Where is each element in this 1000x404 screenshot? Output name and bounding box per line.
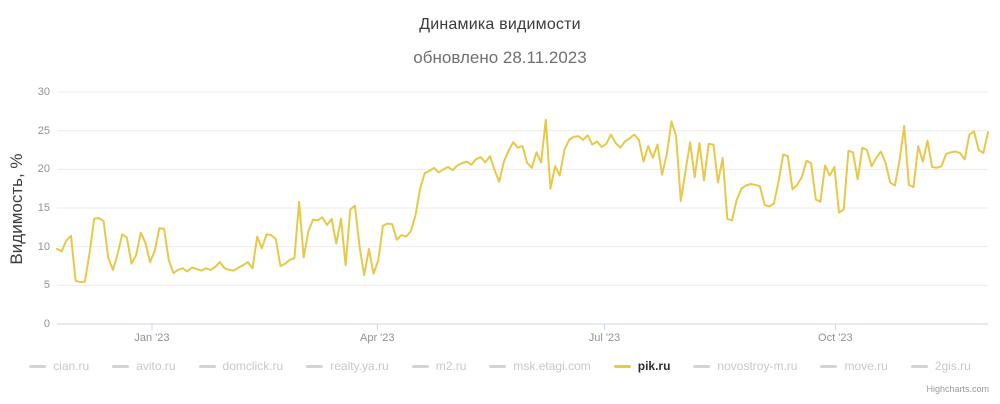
legend-line-marker-icon: [489, 364, 507, 368]
legend-line-marker-icon: [411, 364, 429, 368]
x-axis-tick-label: Jul '23: [588, 332, 621, 344]
legend-item-domclick-ru[interactable]: domclick.ru: [198, 359, 284, 373]
legend-item-pik-ru[interactable]: pik.ru: [613, 359, 671, 373]
legend-line-marker-icon: [29, 364, 47, 368]
x-axis: [57, 323, 988, 330]
legend-line-marker-icon: [910, 364, 928, 368]
y-axis-tick-label: 5: [43, 279, 50, 292]
legend-line-marker-icon: [613, 364, 631, 368]
legend-item-cian-ru[interactable]: cian.ru: [29, 359, 89, 373]
legend-item-label: move.ru: [844, 359, 888, 373]
legend-item-avito-ru[interactable]: avito.ru: [112, 359, 176, 373]
legend-line-marker-icon: [112, 364, 130, 368]
y-axis-tick-label: 0: [43, 318, 50, 330]
chart-subtitle: обновлено 28.11.2023: [413, 48, 587, 67]
legend: cian.ru avito.ru domclick.ru realty.ya.r…: [0, 359, 1000, 373]
chart-title: Динамика видимости: [419, 16, 581, 33]
y-axis-tick-label: 25: [37, 124, 50, 137]
y-axis-tick-label: 20: [37, 163, 50, 176]
y-axis-tick-label: 10: [37, 240, 50, 253]
gridlines: [57, 91, 988, 286]
legend-item-label: cian.ru: [53, 359, 90, 373]
legend-item-label: 2gis.ru: [934, 359, 971, 373]
legend-line-marker-icon: [198, 364, 216, 368]
legend-item-label: novostroy-m.ru: [717, 359, 798, 373]
x-axis-tick-label: Oct '23: [818, 332, 853, 344]
highcharts-credit-link[interactable]: Highcharts.com: [926, 384, 989, 394]
legend-item-label: realty.ya.ru: [330, 359, 389, 373]
y-axis-tick-label: 30: [37, 86, 50, 98]
x-axis-tick-label: Apr '23: [359, 332, 395, 344]
legend-item-2gis-ru[interactable]: 2gis.ru: [910, 359, 971, 373]
series-line-pik-ru[interactable]: [56, 118, 989, 284]
legend-line-marker-icon: [306, 364, 324, 368]
legend-item-msk-etagi-com[interactable]: msk.etagi.com: [489, 359, 591, 373]
legend-item-label: avito.ru: [136, 359, 176, 373]
x-axis-tick-label: Jan '23: [134, 332, 170, 344]
legend-item-label: domclick.ru: [222, 359, 284, 373]
legend-line-marker-icon: [693, 364, 711, 368]
legend-item-label: msk.etagi.com: [513, 359, 591, 373]
legend-line-marker-icon: [820, 364, 838, 368]
y-axis-tick-label: 15: [37, 202, 50, 214]
legend-item-label: pik.ru: [637, 359, 671, 373]
legend-item-m2-ru[interactable]: m2.ru: [411, 359, 467, 373]
legend-item-label: m2.ru: [435, 359, 467, 373]
legend-item-realty-ya-ru[interactable]: realty.ya.ru: [306, 359, 389, 373]
legend-item-move-ru[interactable]: move.ru: [820, 359, 888, 373]
legend-item-novostroy-m-ru[interactable]: novostroy-m.ru: [693, 359, 797, 373]
